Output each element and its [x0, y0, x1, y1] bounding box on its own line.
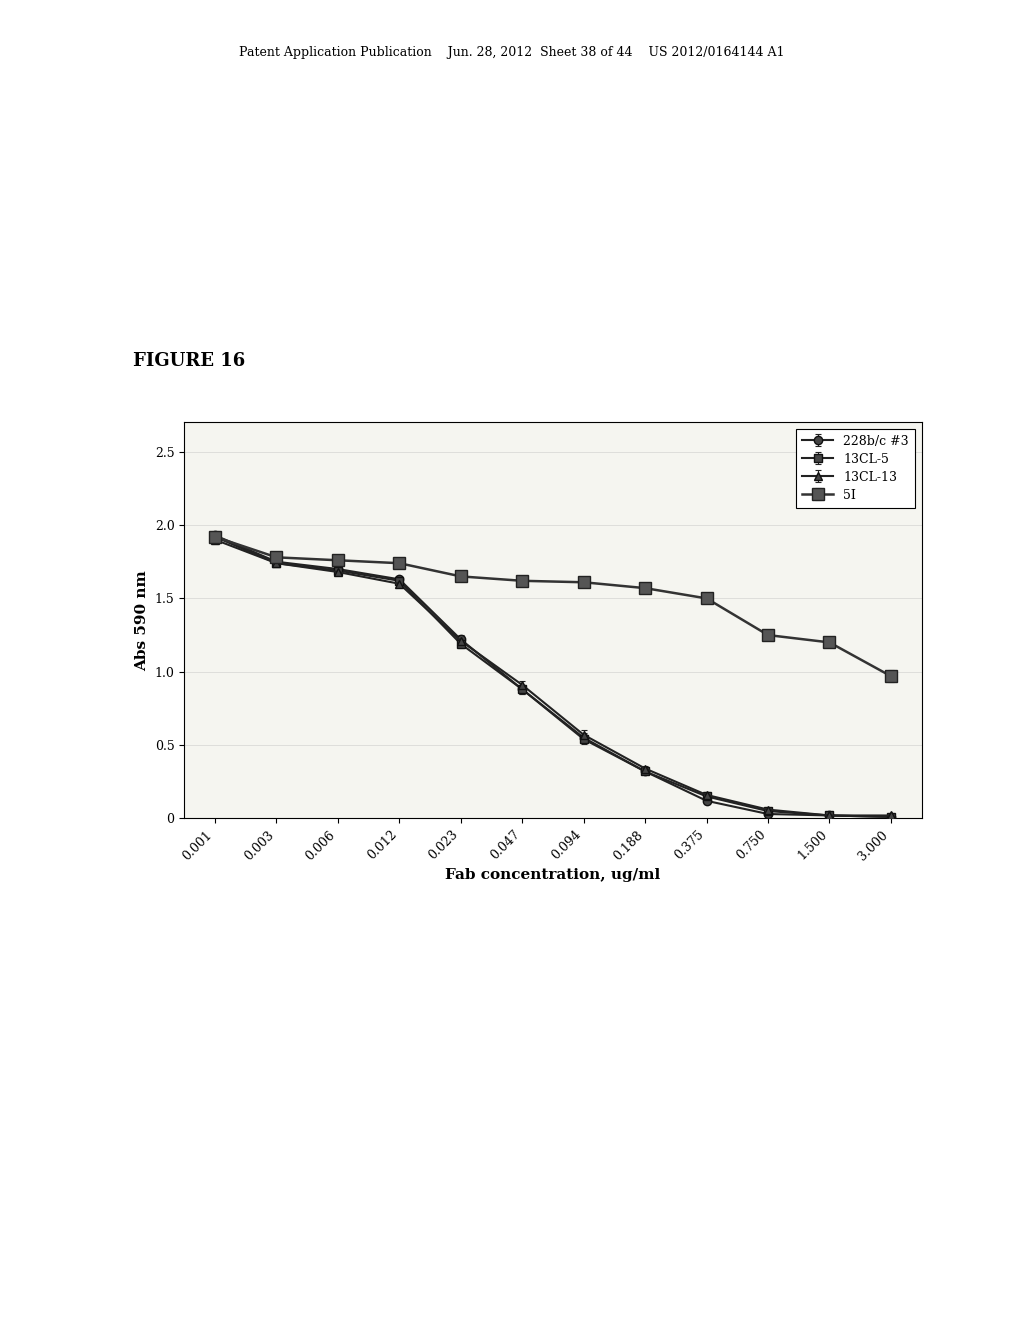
- Y-axis label: Abs 590 nm: Abs 590 nm: [135, 570, 150, 671]
- Text: Patent Application Publication    Jun. 28, 2012  Sheet 38 of 44    US 2012/01641: Patent Application Publication Jun. 28, …: [240, 46, 784, 59]
- Legend: 228b/c #3, 13CL-5, 13CL-13, 5I: 228b/c #3, 13CL-5, 13CL-13, 5I: [796, 429, 915, 508]
- Text: FIGURE 16: FIGURE 16: [133, 351, 246, 370]
- X-axis label: Fab concentration, ug/ml: Fab concentration, ug/ml: [445, 869, 660, 882]
